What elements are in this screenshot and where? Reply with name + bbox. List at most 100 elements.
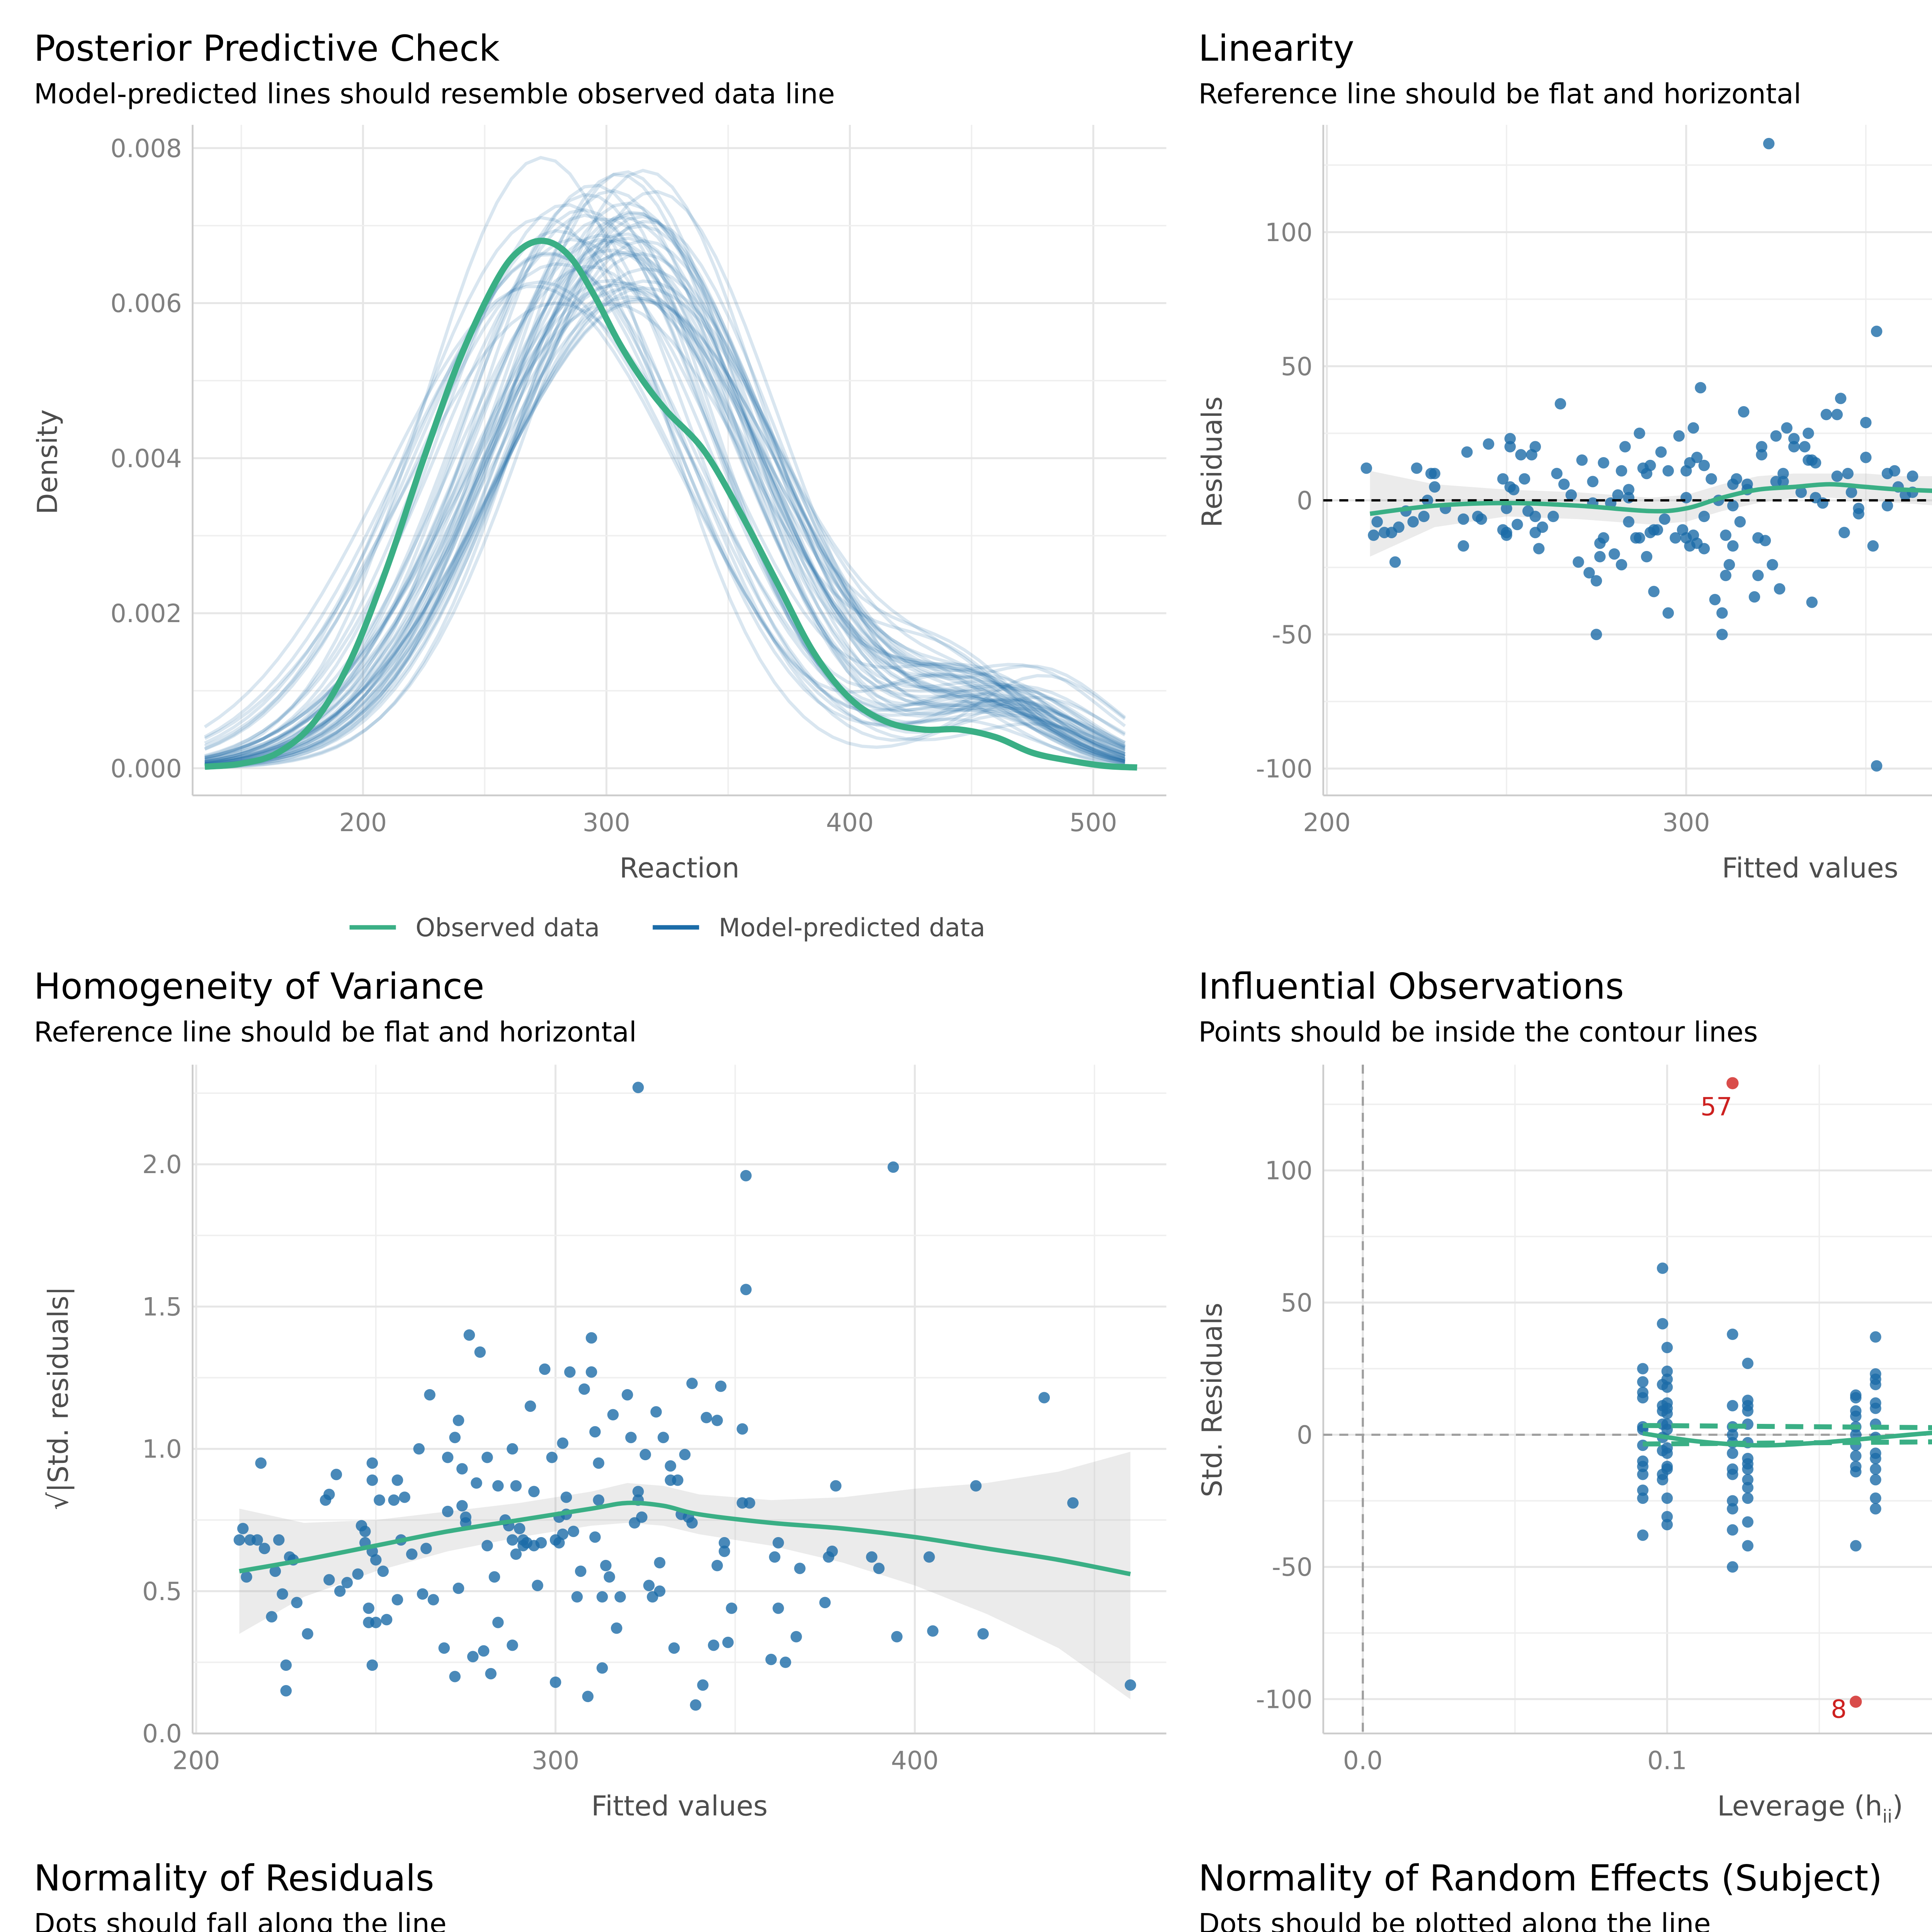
leverage-point [1870,1492,1881,1504]
std-residual-point [575,1565,587,1577]
std-residual-point [323,1488,335,1500]
predicted-density-line [204,184,1126,767]
y-tick-label: 50 [1281,352,1313,381]
residual-point [1777,476,1789,488]
y-tick-label: 0.004 [111,444,182,473]
residual-point [1731,473,1742,485]
std-residual-point [564,1366,576,1378]
x-tick-label: 0.0 [1343,1746,1383,1775]
residual-point [1788,441,1800,452]
predicted-density-line [204,297,1126,765]
std-residual-point [582,1690,594,1702]
y-tick-label: -50 [1272,1553,1313,1582]
std-residual-point [589,1531,601,1543]
std-residual-point [611,1622,622,1634]
predicted-density-line [204,239,1126,766]
residual-point [1759,535,1771,546]
residual-point [1590,629,1602,640]
ppc-subtitle: Model-predicted lines should resemble ob… [34,78,835,110]
std-residual-point [600,1560,612,1571]
y-tick-label: 100 [1265,1156,1313,1185]
linearity-title: Linearity [1199,27,1354,69]
residual-point [1709,594,1721,605]
std-residual-point [539,1363,551,1375]
y-tick-label: 100 [1265,218,1313,247]
residual-point [1871,760,1883,772]
ppc-ticks: 200 300 400 500 0.000 0.002 0.004 0.006 0.008 [111,134,1117,837]
std-residual-point [514,1523,526,1534]
leverage-point [1742,1516,1753,1528]
residual-point [1429,468,1440,480]
leverage-point [1727,1468,1738,1480]
std-residual-point [726,1602,738,1614]
homogeneity-ticks: 200 300 400 0.0 0.5 1.0 1.5 2.0 [142,1150,939,1775]
leverage-point [1742,1540,1753,1552]
std-residual-point [923,1551,935,1563]
predicted-density-line [204,279,1126,765]
predicted-density-line [204,193,1126,766]
leverage-point [1850,1410,1862,1422]
predicted-density-line [204,252,1126,765]
residual-point [1831,470,1843,482]
residual-point [1623,484,1634,495]
residual-point [1393,521,1405,533]
std-residual-point [269,1565,281,1577]
std-residual-point [672,1474,684,1486]
std-residual-point [585,1332,597,1344]
std-residual-point [1038,1392,1050,1403]
std-residual-point [765,1653,777,1665]
std-residual-point [826,1546,838,1557]
std-residual-point [413,1443,425,1455]
std-residual-point [708,1639,719,1651]
leverage-point [1661,1423,1673,1435]
std-residual-point [424,1389,435,1401]
predicted-density-line [204,236,1126,767]
residual-point [1501,502,1512,514]
leverage-point [1727,1561,1738,1573]
std-residual-point [510,1480,522,1492]
residual-point [1508,484,1520,495]
std-residual-point [654,1585,666,1597]
legend-observed-label: Observed data [415,913,600,942]
leverage-point [1661,1463,1673,1475]
residual-point [1748,591,1760,603]
std-residual-point [427,1594,439,1605]
std-residual-point [463,1329,475,1341]
residual-point [1616,465,1628,477]
std-residual-point [341,1577,353,1588]
std-residual-point [442,1451,454,1463]
leverage-label-end: ) [1892,1790,1903,1822]
residual-point [1497,473,1509,485]
influential-x-axis-label: Leverage (hii) [1717,1790,1903,1827]
std-residual-point [718,1537,730,1549]
residual-point [1662,607,1674,619]
std-residual-point [596,1662,608,1674]
residual-point [1576,454,1588,466]
leverage-point [1870,1452,1881,1464]
std-residual-point [302,1628,313,1640]
predicted-density-line [204,208,1126,764]
residual-point [1587,476,1599,488]
std-residual-point [665,1460,676,1472]
std-residual-point [769,1551,781,1563]
residual-point [1659,513,1670,525]
y-tick-label: -100 [1256,755,1313,784]
std-residual-point [452,1415,464,1426]
residual-point [1389,556,1401,568]
std-residual-point [370,1554,382,1566]
residual-point [1906,470,1918,482]
leverage-point [1727,1429,1738,1440]
residual-point [1727,500,1739,512]
std-residual-point [772,1602,784,1614]
leverage-point [1742,1474,1753,1486]
residual-point [1594,551,1606,563]
std-residual-point [697,1679,709,1691]
std-residual-point [452,1582,464,1594]
leverage-point [1661,1381,1673,1393]
std-residual-point [560,1492,572,1503]
residual-point [1371,516,1383,528]
std-residual-point [557,1437,569,1449]
residual-point [1734,516,1746,528]
std-residual-point [291,1597,303,1609]
y-tick-label: 1.0 [142,1435,182,1464]
